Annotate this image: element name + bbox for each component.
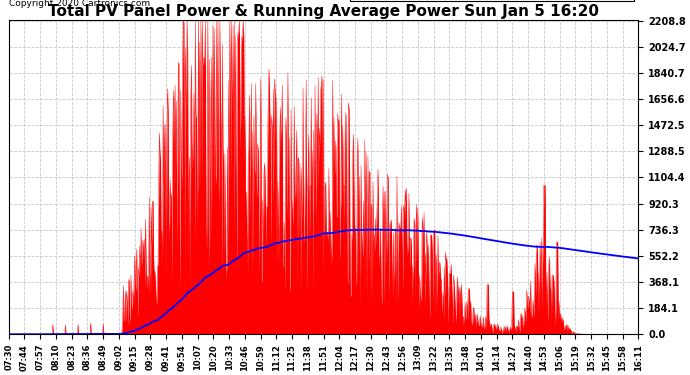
Legend: Average  (DC Watts), PV Panels  (DC Watts): Average (DC Watts), PV Panels (DC Watts) — [350, 0, 633, 2]
Title: Total PV Panel Power & Running Average Power Sun Jan 5 16:20: Total PV Panel Power & Running Average P… — [48, 4, 599, 19]
Text: Copyright 2020 Cartronics.com: Copyright 2020 Cartronics.com — [9, 0, 150, 8]
